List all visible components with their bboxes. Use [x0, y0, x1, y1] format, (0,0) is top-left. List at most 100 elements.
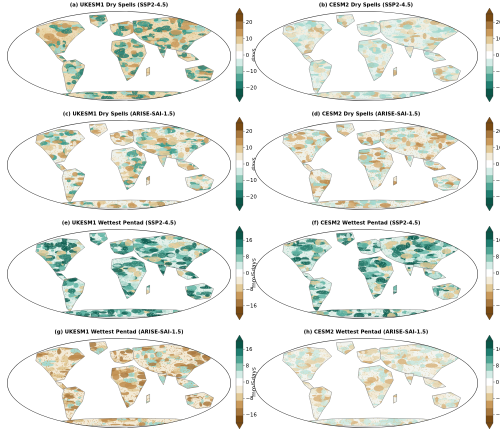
panel-e-colorbar-swatch	[236, 261, 243, 270]
panel-a-colorbar-bottom-arrow	[235, 95, 244, 103]
panel-d-colorbar-tick-label: 10	[496, 145, 500, 151]
panel-e-colorbar-swatch	[236, 232, 243, 240]
panel-f-colorbar-tick-label: −16	[496, 304, 500, 310]
panel-a-colorbar-swatch	[236, 73, 243, 82]
panel-b-colorbar-swatch	[486, 14, 493, 22]
panel-c-colorbar-swatch	[236, 152, 243, 161]
panel-h-colorbar-swatch	[486, 400, 493, 409]
panel-c-colorbar-swatch	[236, 130, 243, 139]
panel-f-colorbar-swatch	[486, 232, 493, 240]
panel-b-colorbar-tick-label: 20	[496, 20, 500, 26]
panel-c-colorbar-tick-label: 20	[246, 129, 253, 135]
panel-f-colorbar-swatch	[486, 284, 493, 292]
panel-c-colorbar-tick-label: 0	[246, 162, 249, 168]
panel-c-colorbar-swatch	[236, 137, 243, 146]
panel-a-colorbar-swatch	[236, 21, 243, 30]
panel-e-colorbar-tick-label: 8	[246, 254, 249, 260]
panel-h-colorbar-tick-label: −16	[496, 413, 500, 419]
panel-c-colorbar-swatch	[236, 175, 243, 183]
panel-e-colorbar-tick-label: −16	[246, 304, 257, 310]
panel-h-colorbar-swatch	[486, 348, 493, 357]
panel-a-colorbar-swatch	[236, 36, 243, 45]
panel-d-colorbar-bottom-arrow	[485, 204, 494, 212]
panel-f-frame	[254, 229, 478, 319]
panel-c-colorbar-swatch	[236, 182, 243, 191]
panel-g-colorbar-tick-label: 16	[246, 347, 253, 353]
panel-b-colorbar-tick-label: −20	[496, 86, 500, 92]
panel-c-colorbar-swatch	[236, 190, 243, 198]
panel-f-map	[254, 229, 478, 319]
panel-e-colorbar-swatch	[236, 299, 243, 307]
panel-a-colorbar-tick-label: 20	[246, 20, 253, 26]
panel-h-colorbar-swatch	[486, 393, 493, 401]
panel-g-colorbar-top-arrow	[235, 334, 244, 342]
panel-a-greenland	[89, 14, 108, 28]
panel-h-colorbar-tick-label: 0	[496, 380, 499, 386]
panel-a-colorbar-tick-label: −10	[246, 69, 257, 75]
panel-d-colorbar-swatch	[486, 197, 493, 206]
panel-b-south-america	[308, 59, 333, 95]
panel-a-colorbar-swatch	[236, 43, 243, 52]
panel-b-colorbar-swatch	[486, 73, 493, 82]
panel-d-colorbar-swatch	[486, 130, 493, 139]
panel-g-colorbar-swatch	[236, 370, 243, 379]
panel-h-colorbar-swatch	[486, 370, 493, 379]
panel-d-colorbar-top-arrow	[485, 116, 494, 124]
panel-e-colorbar-swatch	[236, 276, 243, 285]
panel-a-colorbar-swatch	[236, 66, 243, 74]
panel-b-colorbar-swatch	[486, 58, 493, 67]
panel-c-colorbar-top-arrow	[235, 116, 244, 124]
panel-c-colorbar-swatch	[236, 145, 243, 154]
panel-c-colorbar-swatch	[236, 167, 243, 176]
panel-d-colorbar-swatch	[486, 145, 493, 154]
panel-h-colorbar-tick-label: 16	[496, 347, 500, 353]
panel-e-colorbar-swatch	[236, 254, 243, 263]
panel-g-colorbar-swatch	[236, 348, 243, 357]
panel-b-colorbar-bottom-arrow	[485, 95, 494, 103]
panel-b-colorbar-swatch	[486, 28, 493, 37]
panel-a-colorbar-swatch	[236, 51, 243, 59]
panel-d-madagascar	[393, 175, 397, 186]
panel-b-map	[254, 11, 478, 101]
panel-f-colorbar-swatch	[486, 276, 493, 285]
panel-f-colorbar-swatch	[486, 299, 493, 307]
panel-g-colorbar-bottom-arrow	[235, 422, 244, 430]
panel-g-colorbar-swatch	[236, 385, 243, 394]
panel-d-colorbar-swatch	[486, 160, 493, 168]
panel-f-colorbar-swatch	[486, 254, 493, 263]
panel-a-colorbar-swatch	[236, 14, 243, 22]
panel-h-colorbar-swatch	[486, 341, 493, 349]
panel-e-colorbar-tick-label: 0	[246, 271, 249, 277]
panel-b-colorbar-tick-label: 0	[496, 53, 499, 59]
panel-h-map	[254, 338, 478, 428]
panel-f-colorbar-swatch	[486, 246, 493, 255]
panel-h-colorbar-swatch	[486, 378, 493, 386]
panel-g-colorbar-tick-label: −8	[246, 396, 254, 402]
panel-c-map	[7, 120, 231, 210]
panel-c-colorbar-swatch	[236, 123, 243, 131]
panel-b-frame	[254, 11, 478, 101]
panel-g-colorbar-swatch	[236, 341, 243, 349]
panel-c-colorbar-tick-label: −10	[246, 178, 257, 184]
panel-c-colorbar-tick-label: −20	[246, 195, 257, 201]
panel-e-colorbar-swatch	[236, 246, 243, 255]
panel-d-colorbar-tick-label: 0	[496, 162, 499, 168]
panel-d-colorbar-tick-label: −20	[496, 195, 500, 201]
panel-b-colorbar-swatch	[486, 21, 493, 30]
panel-a-colorbar-swatch	[236, 58, 243, 67]
panel-g-colorbar-swatch	[236, 400, 243, 409]
panel-d-title: (d) CESM2 Dry Spells (ARISE-SAI-1.5)	[312, 112, 421, 118]
panel-a-colorbar-tick-label: 0	[246, 53, 249, 59]
panel-d-colorbar-swatch	[486, 137, 493, 146]
panel-a-india	[157, 46, 168, 59]
panel-e-colorbar-bottom-arrow	[235, 313, 244, 321]
panel-d-frame	[254, 120, 478, 210]
panel-h-colorbar-swatch	[486, 408, 493, 416]
panel-g-colorbar-swatch	[236, 378, 243, 386]
panel-b-colorbar-swatch	[486, 43, 493, 52]
panel-g-title: (g) UKESM1 Wettest Pentad (ARISE-SAI-1.5…	[55, 330, 184, 336]
panel-c-colorbar-tick-label: 10	[246, 145, 253, 151]
